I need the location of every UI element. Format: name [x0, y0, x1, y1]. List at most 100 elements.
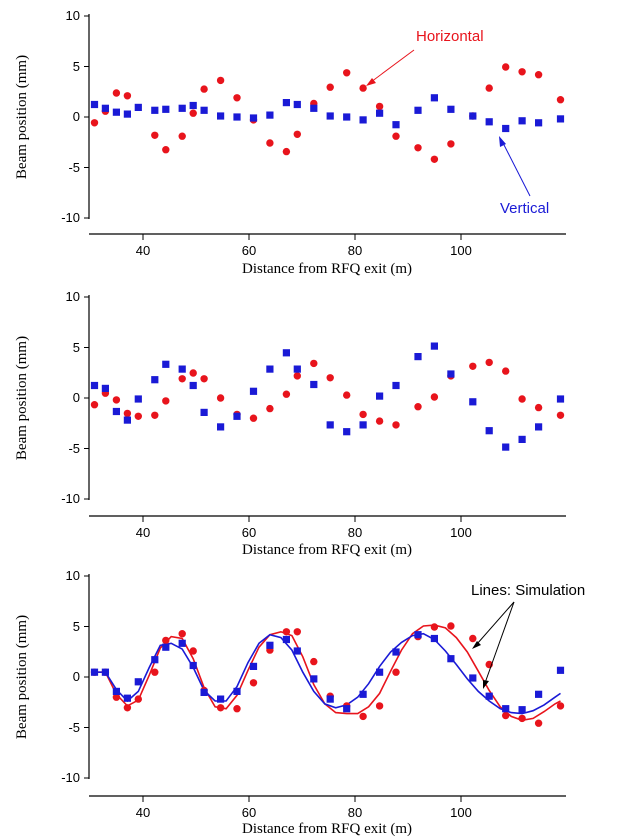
- panel-1-vertical-point: [360, 116, 367, 123]
- panel-2-xtick-label: 80: [348, 525, 362, 540]
- simulation-annotation-label: Lines: Simulation: [471, 582, 585, 599]
- panel-2-horizontal-point: [557, 412, 564, 419]
- panel-2-horizontal-point: [283, 391, 290, 398]
- panel-3-horizontal-point: [447, 622, 454, 629]
- panel-2-horizontal-point: [310, 360, 317, 367]
- panel-2-ytick-label: 5: [73, 340, 80, 355]
- panel-3-xtick-label: 40: [136, 805, 150, 820]
- panel-2-ytick-label: 0: [73, 390, 80, 405]
- panel-1: 10 5 0 -5 -10 40 60 80 100 Distance from…: [14, 8, 566, 277]
- panel-3-horizontal-point: [376, 702, 383, 709]
- panel-2-ytick-label: -5: [68, 441, 80, 456]
- panel-3-ytick-label: 5: [73, 619, 80, 634]
- panel-1-horizontal-point: [414, 144, 421, 151]
- panel-1-vertical-point: [113, 109, 120, 116]
- panel-2-vertical-point: [447, 370, 454, 377]
- panel-2-vertical-point: [135, 395, 142, 402]
- panel-3-horizontal-point: [250, 679, 257, 686]
- panel-2-vertical-point: [151, 376, 158, 383]
- panel-2-vertical-point: [102, 385, 109, 392]
- panel-3-horizontal-point: [151, 669, 158, 676]
- panel-3-vertical-point: [360, 691, 367, 698]
- panel-3-annotations: Lines: Simulation: [471, 582, 585, 689]
- vertical-annotation-arrowhead: [499, 136, 506, 147]
- panel-3-vertical-point: [414, 631, 421, 638]
- panel-3-marks: [91, 622, 564, 727]
- panel-3-vertical-point: [250, 663, 257, 670]
- panel-1-ytick-label: 5: [73, 59, 80, 74]
- panel-3-ytick-label: 10: [66, 568, 80, 583]
- panel-1-vertical-point: [102, 105, 109, 112]
- panel-1-vertical-point: [135, 104, 142, 111]
- panel-3-horizontal-point: [557, 702, 564, 709]
- panel-2-vertical-point: [310, 381, 317, 388]
- panel-2-vertical-point: [327, 421, 334, 428]
- panel-1-vertical-point: [469, 112, 476, 119]
- panel-3-vertical-point: [343, 705, 350, 712]
- panel-1-horizontal-point: [376, 103, 383, 110]
- panel-3-horizontal-point: [283, 628, 290, 635]
- panel-3-horizontal-point: [518, 715, 525, 722]
- panel-2-axes: 10 5 0 -5 -10 40 60 80 100 Distance from…: [14, 289, 566, 558]
- panel-1-vertical-point: [502, 125, 509, 132]
- panel-2-vertical-point: [535, 423, 542, 430]
- panel-1-horizontal-point: [343, 69, 350, 76]
- panel-3-horizontal-point: [190, 647, 197, 654]
- horizontal-annotation-label: Horizontal: [416, 28, 484, 45]
- panel-2-vertical-point: [294, 366, 301, 373]
- panel-3-horizontal-point: [162, 637, 169, 644]
- panel-3-vertical-point: [201, 689, 208, 696]
- panel-1-vertical-point: [124, 111, 131, 118]
- panel-2-vertical-point: [469, 398, 476, 405]
- panel-1-horizontal-point: [200, 85, 207, 92]
- panel-3-vertical-point: [392, 648, 399, 655]
- panel-1-horizontal-point: [124, 92, 131, 99]
- panel-1-horizontal-point: [359, 84, 366, 91]
- panel-1-vertical-point: [414, 107, 421, 114]
- panel-1-horizontal-point: [557, 96, 564, 103]
- panel-3-vertical-point: [447, 655, 454, 662]
- panel-1-vertical-point: [91, 101, 98, 108]
- panel-1-xtick-label: 100: [450, 243, 472, 258]
- panel-2-horizontal-point: [376, 417, 383, 424]
- panel-1-horizontal-point: [233, 94, 240, 101]
- panel-2-horizontal-point: [179, 375, 186, 382]
- panel-2-horizontal-point: [266, 405, 273, 412]
- panel-1-vertical-point: [151, 107, 158, 114]
- panel-2-horizontal-point: [414, 403, 421, 410]
- panel-3-vertical-point: [113, 688, 120, 695]
- panel-3-horizontal-point: [233, 705, 240, 712]
- vertical-annotation-label: Vertical: [500, 200, 549, 217]
- panel-3-horizontal-point: [469, 635, 476, 642]
- panel-1-vertical-point: [376, 110, 383, 117]
- panel-2-marks: [91, 343, 564, 451]
- panel-3-y-axis-title: Beam position (mm): [14, 615, 30, 739]
- panel-1-vertical-point: [447, 106, 454, 113]
- panel-2: 10 5 0 -5 -10 40 60 80 100 Distance from…: [14, 289, 566, 558]
- panel-3-horizontal-point: [124, 704, 131, 711]
- panel-1-horizontal-point: [217, 77, 224, 84]
- panel-3-horizontal-point: [535, 720, 542, 727]
- panel-2-vertical-point: [266, 366, 273, 373]
- panel-1-horizontal-point: [162, 146, 169, 153]
- panel-3-xtick-label: 100: [450, 805, 472, 820]
- panel-2-x-axis-title: Distance from RFQ exit (m): [242, 542, 412, 558]
- panel-1-vertical-point: [266, 112, 273, 119]
- panel-3-ytick-label: 0: [73, 669, 80, 684]
- panel-3-vertical-point: [102, 669, 109, 676]
- panel-2-ytick-label: -10: [61, 491, 80, 506]
- panel-2-horizontal-point: [535, 404, 542, 411]
- panel-3-horizontal-point: [135, 695, 142, 702]
- panel-3: 10 5 0 -5 -10 40 60 80 100 Distance from…: [14, 568, 585, 837]
- panel-3-vertical-point: [283, 636, 290, 643]
- panel-3-vertical-point: [310, 675, 317, 682]
- panel-1-xtick-label: 80: [348, 243, 362, 258]
- panel-1-vertical-point: [327, 112, 334, 119]
- panel-1-horizontal-point: [294, 131, 301, 138]
- panel-2-vertical-point: [179, 366, 186, 373]
- panel-3-axes: 10 5 0 -5 -10 40 60 80 100 Distance from…: [14, 568, 566, 837]
- panel-2-horizontal-point: [327, 374, 334, 381]
- vertical-annotation-arrow: [502, 141, 530, 196]
- panel-3-vertical-point: [502, 705, 509, 712]
